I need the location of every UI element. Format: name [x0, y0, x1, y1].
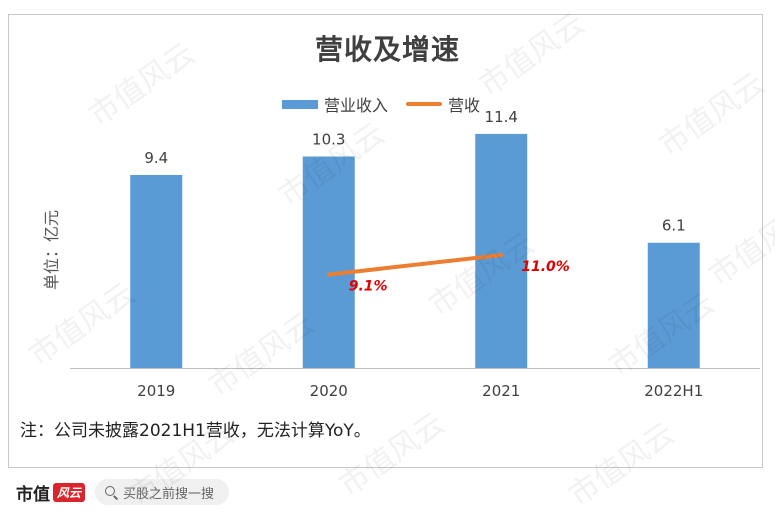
bar-value-label: 11.4 [485, 108, 518, 126]
x-tick-label: 2022H1 [644, 382, 703, 400]
legend-swatch-revenue [282, 99, 318, 109]
legend-item-revenue: 营业收入 [282, 92, 388, 116]
brand-logo[interactable]: 市值 风云 [16, 480, 86, 505]
chart-title: 营收及增速 [314, 33, 460, 66]
bar [130, 174, 183, 368]
bar-value-label: 6.1 [662, 217, 686, 235]
x-tick-label: 2019 [137, 382, 175, 400]
legend-label-revenue: 营业收入 [324, 96, 389, 115]
search-icon [105, 486, 117, 498]
growth-line [326, 253, 504, 277]
growth-value-label: 9.1% [349, 279, 388, 295]
x-tick-label: 2021 [482, 382, 520, 400]
footnote: 注：公司未披露2021H1营收，无法计算YoY。 [20, 421, 371, 441]
footer-bar: 市值 风云 买股之前搜一搜 [0, 470, 775, 514]
bar-value-label: 10.3 [312, 131, 345, 149]
search-placeholder: 买股之前搜一搜 [123, 486, 215, 502]
brand-text: 市值 [16, 484, 50, 505]
brand-mark: 风云 [53, 482, 86, 502]
bar [647, 242, 700, 368]
legend-swatch-growth [406, 102, 443, 106]
growth-value-label: 11.0% [521, 259, 570, 275]
bar [302, 156, 355, 368]
x-tick-label: 2020 [310, 382, 348, 400]
search-box[interactable]: 买股之前搜一搜 [95, 479, 230, 505]
legend: 营业收入 营收 [282, 93, 498, 115]
legend-item-growth: 营收 [406, 92, 480, 116]
bar [475, 133, 528, 368]
bar-value-label: 9.4 [144, 149, 168, 167]
legend-label-growth: 营收 [448, 96, 481, 115]
